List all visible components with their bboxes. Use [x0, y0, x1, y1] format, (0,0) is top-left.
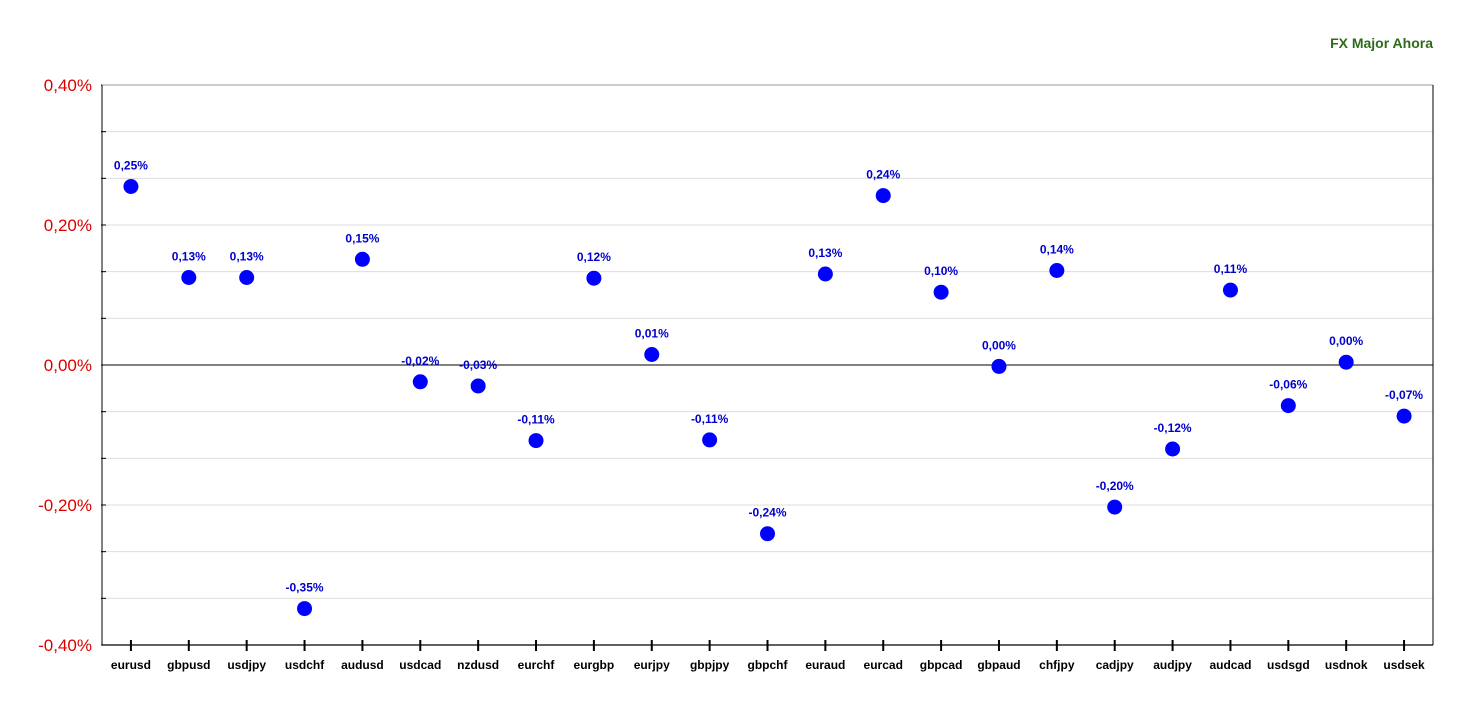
data-point — [412, 374, 428, 390]
x-tick-label: eurgbp — [574, 658, 615, 672]
data-labels: 0,25% 0,13% 0,13% -0,35% 0,15% -0,02% -0,03% -0… — [114, 159, 1423, 595]
data-label: 0,00% — [982, 338, 1016, 352]
data-point — [181, 270, 197, 285]
x-tick-label: gbpcad — [920, 658, 963, 672]
data-points — [123, 179, 1412, 617]
data-label: 0,14% — [1040, 243, 1074, 257]
x-tick-label: eurjpy — [634, 658, 670, 672]
x-tick-label: chfjpy — [1039, 658, 1075, 672]
data-label: -0,11% — [691, 412, 729, 426]
data-label: -0,12% — [1154, 421, 1192, 435]
data-label: 0,24% — [866, 168, 900, 182]
y-tick-label: 0,00% — [44, 356, 92, 375]
data-point — [528, 433, 544, 449]
data-label: -0,02% — [401, 354, 439, 368]
data-point — [354, 251, 370, 267]
data-label: 0,13% — [230, 250, 264, 264]
data-point — [470, 378, 486, 394]
y-axis-tick-labels: 0,40% 0,20% 0,00% -0,20% -0,40% — [38, 76, 92, 655]
x-tick-label: gbpaud — [977, 658, 1020, 672]
data-point — [875, 188, 891, 204]
data-point — [933, 284, 949, 300]
data-label: 0,01% — [635, 327, 669, 341]
data-label: -0,11% — [517, 413, 555, 427]
data-label: 0,15% — [345, 231, 379, 245]
x-tick-label: gbpjpy — [690, 658, 730, 672]
data-label: 0,12% — [577, 250, 611, 264]
data-point — [817, 266, 833, 282]
x-tick-label: cadjpy — [1096, 658, 1134, 672]
data-label: 0,13% — [808, 246, 842, 260]
data-label: 0,11% — [1214, 262, 1248, 276]
data-point — [1049, 263, 1065, 278]
data-point — [1338, 354, 1354, 370]
x-tick-label: eurusd — [111, 658, 151, 672]
data-label: 0,13% — [172, 250, 206, 264]
x-tick-label: gbpchf — [748, 658, 789, 672]
data-label: 0,00% — [1329, 334, 1363, 348]
y-tick-label: 0,40% — [44, 76, 92, 95]
data-point — [991, 358, 1007, 374]
x-tick-label: audusd — [341, 658, 384, 672]
data-label: -0,07% — [1385, 388, 1423, 402]
data-label: -0,24% — [748, 506, 786, 520]
y-tick-label: 0,20% — [44, 216, 92, 235]
axis-layer — [101, 84, 1434, 651]
x-axis-tick-labels: eurusd gbpusd usdjpy usdchf audusd usdcad nzdu… — [111, 658, 1425, 672]
data-point — [1280, 398, 1296, 414]
x-tick-label: euraud — [805, 658, 845, 672]
data-point — [1165, 441, 1181, 457]
data-point — [586, 270, 602, 286]
data-label: -0,20% — [1096, 479, 1134, 493]
x-tick-label: audjpy — [1153, 658, 1192, 672]
x-tick-label: usdsgd — [1267, 658, 1310, 672]
chart-title: FX Major Ahora — [1330, 35, 1433, 51]
data-point — [702, 432, 718, 448]
x-tick-label: nzdusd — [457, 658, 499, 672]
x-tick-label: gbpusd — [167, 658, 210, 672]
data-label: 0,25% — [114, 159, 148, 173]
data-point — [1222, 282, 1238, 298]
data-point — [297, 601, 313, 617]
x-tick-label: eurcad — [864, 658, 903, 672]
data-point — [239, 270, 255, 285]
y-tick-label: -0,40% — [38, 636, 92, 655]
x-tick-label: usdnok — [1325, 658, 1368, 672]
x-tick-label: usdcad — [399, 658, 441, 672]
data-point — [123, 179, 139, 194]
data-label: -0,06% — [1269, 378, 1307, 392]
x-tick-label: audcad — [1209, 658, 1251, 672]
y-tick-label: -0,20% — [38, 496, 92, 515]
x-tick-label: usdjpy — [227, 658, 266, 672]
data-point — [1107, 499, 1123, 515]
x-tick-label: usdchf — [285, 658, 325, 672]
data-label: -0,03% — [459, 358, 497, 372]
data-label: -0,35% — [286, 581, 324, 595]
data-point — [760, 526, 775, 542]
x-tick-label: eurchf — [518, 658, 556, 672]
data-point — [644, 347, 660, 362]
data-point — [1396, 408, 1412, 424]
data-label: 0,10% — [924, 264, 958, 278]
x-tick-label: usdsek — [1383, 658, 1425, 672]
